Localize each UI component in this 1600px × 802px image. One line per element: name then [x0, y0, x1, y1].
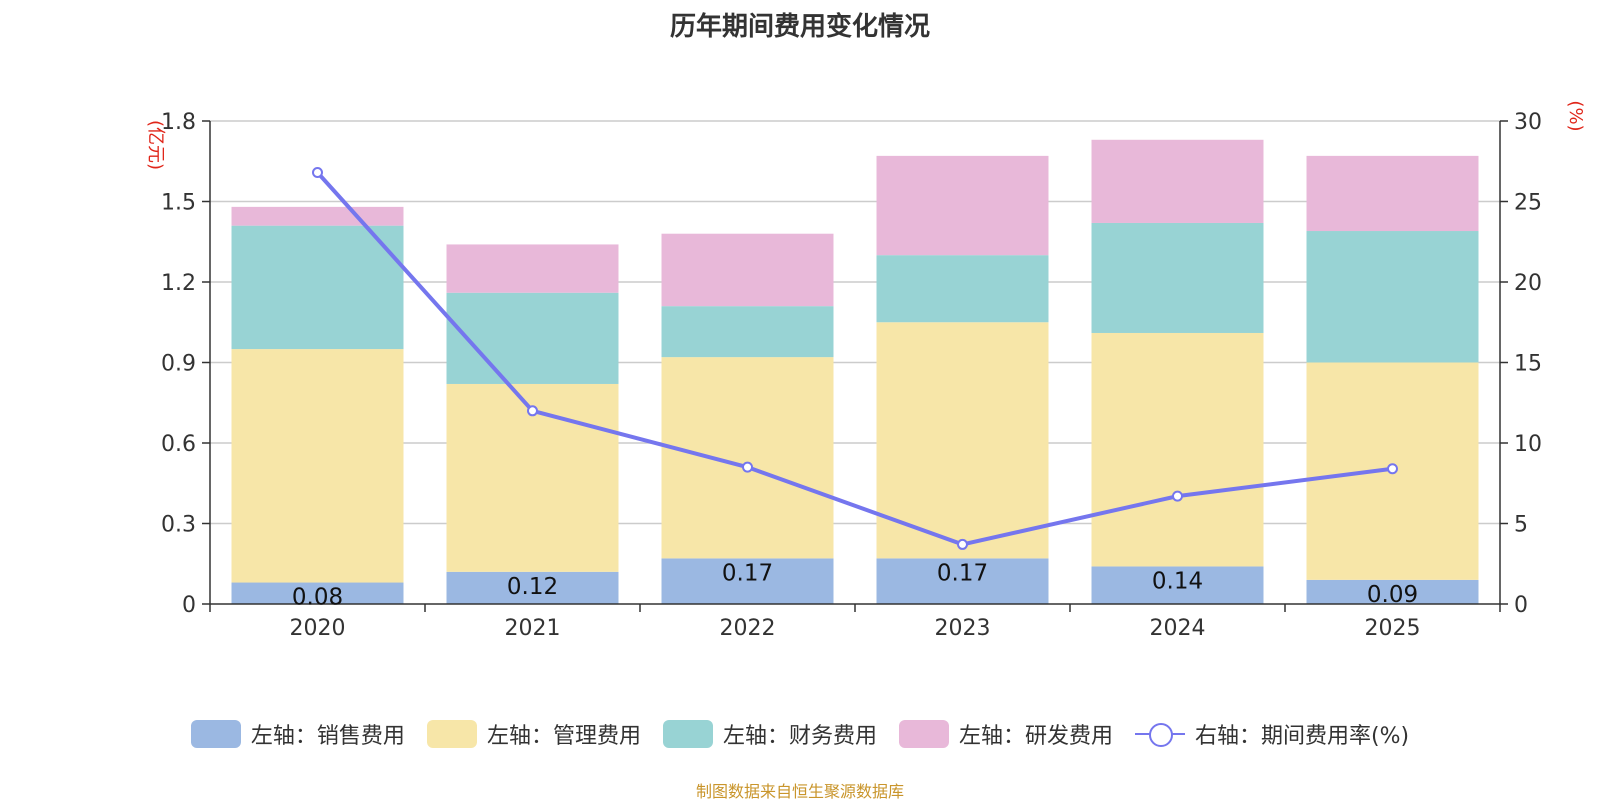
bar-segment — [661, 558, 834, 604]
legend-label: 左轴：销售费用 — [250, 724, 405, 749]
bar-segment — [231, 225, 404, 350]
left-tick-label: 1.8 — [161, 110, 196, 135]
bar-segment — [876, 255, 1049, 323]
left-tick-label: 1.2 — [161, 271, 196, 296]
legend-line-icon — [1134, 720, 1185, 748]
data-labels: 0.08 0.12 0.17 0.17 0.14 0.09 — [292, 560, 1418, 610]
right-tick-label: 30 — [1514, 110, 1542, 135]
right-tick-label: 25 — [1514, 191, 1542, 216]
rate-point — [527, 405, 538, 417]
x-tick-label: 2021 — [505, 616, 561, 641]
bar-segment — [446, 571, 619, 604]
left-tick-label: 0.9 — [161, 352, 196, 377]
rate-point — [312, 167, 323, 179]
legend-label: 右轴：期间费用率(%) — [1194, 724, 1410, 749]
legend-item[interactable]: 左轴：研发费用 — [898, 718, 1113, 750]
bar-segment — [231, 349, 404, 583]
left-tick-label: 1.5 — [161, 191, 196, 216]
right-tick-label: 5 — [1514, 513, 1528, 538]
x-tick-label: 2020 — [290, 616, 346, 641]
x-tick-label: 2024 — [1150, 616, 1206, 641]
bar-segment — [1091, 222, 1264, 333]
bar-segment — [876, 322, 1049, 559]
bar-segment — [1091, 332, 1264, 567]
bar-segment — [446, 292, 619, 384]
bar-segment — [876, 558, 1049, 604]
right-axis-unit: (%) — [1565, 100, 1586, 131]
bar-value-label: 0.08 — [292, 585, 343, 611]
source-note: 制图数据来自恒生聚源数据库 — [695, 782, 904, 801]
axes: 00.30.60.91.21.51.8051015202530(亿元)(%)20… — [145, 100, 1586, 641]
bar-segment — [1306, 155, 1479, 232]
bar-segment — [231, 582, 404, 604]
rate-point — [1387, 463, 1398, 475]
legend-swatch — [426, 720, 477, 748]
bar-segment — [661, 306, 834, 358]
legend-item[interactable]: 左轴：管理费用 — [426, 718, 641, 750]
legend-item[interactable]: 右轴：期间费用率(%) — [1134, 718, 1410, 750]
bar-value-label: 0.09 — [1367, 582, 1418, 608]
rate-point — [742, 461, 753, 473]
left-tick-label: 0 — [182, 593, 196, 618]
right-tick-label: 0 — [1514, 593, 1528, 618]
left-tick-label: 0.6 — [161, 432, 196, 457]
bar-segment — [1306, 231, 1479, 363]
gridlines — [210, 120, 1500, 525]
rate-point — [1172, 490, 1183, 502]
left-tick-label: 0.3 — [161, 513, 196, 538]
bar-segment — [1091, 139, 1264, 223]
bar-segment — [661, 357, 834, 559]
right-tick-label: 10 — [1514, 432, 1542, 457]
bar-segment — [876, 155, 1049, 256]
bars — [231, 139, 1479, 604]
legend-item[interactable]: 左轴：财务费用 — [662, 718, 877, 750]
bar-segment — [231, 206, 404, 226]
legend-swatch — [662, 720, 713, 748]
legend-label: 左轴：研发费用 — [958, 724, 1113, 749]
right-tick-label: 15 — [1514, 352, 1542, 377]
rate-line — [312, 167, 1398, 550]
x-tick-label: 2023 — [935, 616, 991, 641]
legend-item[interactable]: 左轴：销售费用 — [190, 718, 405, 750]
bar-segment — [446, 244, 619, 293]
bar-segment — [1306, 579, 1479, 604]
chart-title: 历年期间费用变化情况 — [669, 12, 930, 42]
legend: 左轴：销售费用 左轴：管理费用 左轴：财务费用 左轴：研发费用 右轴：期间费用率(%) — [0, 718, 1600, 750]
legend-swatch — [898, 720, 949, 748]
bar-value-label: 0.14 — [1152, 568, 1203, 594]
bar-value-label: 0.17 — [722, 560, 773, 586]
right-tick-label: 20 — [1514, 271, 1542, 296]
rate-point — [957, 538, 968, 550]
rate-line-path — [316, 171, 1393, 547]
x-tick-label: 2022 — [720, 616, 776, 641]
bar-value-label: 0.17 — [937, 560, 988, 586]
left-axis-unit: (亿元) — [145, 120, 166, 170]
legend-swatch — [190, 720, 241, 748]
bar-segment — [661, 233, 834, 307]
legend-label: 左轴：管理费用 — [486, 724, 641, 749]
chart-canvas: 00.30.60.91.21.51.8051015202530(亿元)(%)20… — [145, 100, 1586, 641]
bar-segment — [1091, 566, 1264, 604]
bar-value-label: 0.12 — [507, 574, 558, 600]
x-tick-label: 2025 — [1365, 616, 1421, 641]
legend-label: 左轴：财务费用 — [722, 724, 877, 749]
